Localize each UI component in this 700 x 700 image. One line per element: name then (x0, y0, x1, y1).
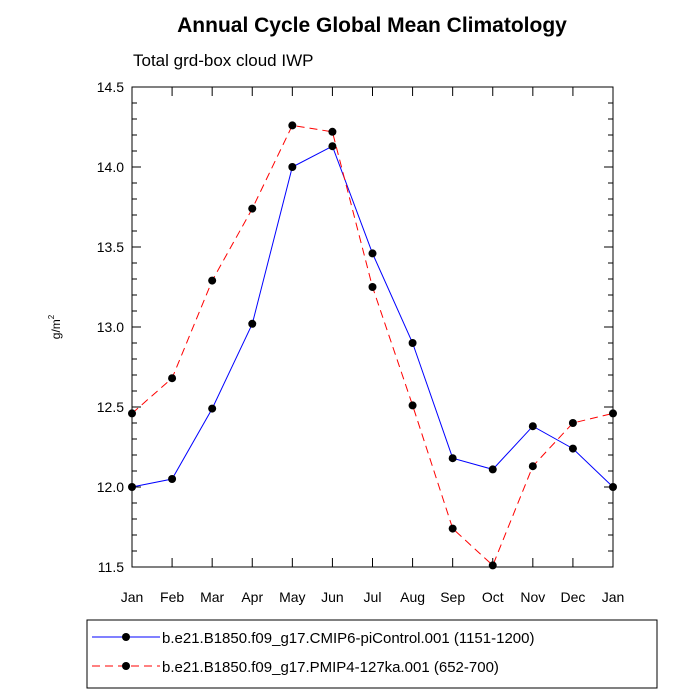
series-2-point (488, 561, 497, 570)
y-tick-label: 13.5 (97, 239, 124, 255)
chart-title: Annual Cycle Global Mean Climatology (177, 14, 567, 37)
y-axis-label: g/m2 (47, 314, 63, 339)
series-1-point (488, 465, 497, 474)
x-tick-label: Jan (121, 589, 144, 605)
series-line-2 (131, 124, 614, 567)
series-1-point (328, 142, 337, 151)
svg-text:g/m2: g/m2 (47, 314, 63, 339)
x-tick-label: Nov (520, 589, 545, 605)
series-2-point (528, 462, 537, 471)
x-tick-label: Apr (241, 589, 263, 605)
x-tick-label: Sep (440, 589, 465, 605)
y-tick-label: 12.5 (97, 399, 124, 415)
y-tick-label: 13.0 (97, 319, 124, 335)
y-axis-label-exponent: 2 (47, 314, 56, 319)
x-tick-label: Aug (400, 589, 425, 605)
legend: b.e21.B1850.f09_g17.CMIP6-piControl.001 … (86, 619, 658, 689)
series-2-point (128, 409, 136, 418)
series-2-point (288, 121, 297, 130)
series-1-point (128, 483, 136, 491)
series-1-point (528, 422, 537, 431)
x-tick-label: Jun (321, 589, 344, 605)
series-2-point (568, 419, 577, 427)
x-tick-label: Oct (482, 589, 504, 605)
chart-subtitle: Total grd-box cloud IWP (133, 51, 313, 70)
y-axis-label-unit: g/m (49, 319, 63, 339)
series-2-point (609, 409, 617, 418)
series-2-point (168, 374, 177, 383)
series-1-point (248, 319, 257, 328)
plot-frame (131, 86, 614, 568)
series-1-point (568, 444, 577, 453)
legend-marker-1 (122, 633, 130, 641)
axes: Jan Feb Mar Apr May Jun Jul Aug Sep Oct Nov Dec Jan 1… (97, 79, 625, 605)
series-1-point (368, 249, 377, 258)
series-2-point (208, 276, 217, 285)
x-tick-label: Jan (602, 589, 625, 605)
legend-label-1: b.e21.B1850.f09_g17.CMIP6-piControl.001 … (162, 630, 534, 647)
legend-marker-2 (122, 662, 130, 670)
series-2-point (368, 283, 377, 291)
series-1-point (168, 475, 177, 483)
x-tick-label: Dec (560, 589, 585, 605)
y-tick-label: 12.0 (97, 479, 124, 495)
x-tick-label: Feb (160, 589, 184, 605)
series-1-point (408, 339, 417, 347)
series-layer (128, 121, 617, 570)
legend-box (86, 619, 658, 689)
series-line-1 (131, 145, 614, 488)
x-tick-label: Mar (200, 589, 224, 605)
y-tick-label: 14.0 (97, 159, 124, 175)
series-2-point (248, 204, 257, 213)
series-2-point (328, 127, 337, 136)
y-tick-label: 14.5 (97, 79, 124, 95)
y-tick-label: 11.5 (98, 559, 124, 575)
x-tick-label: May (279, 589, 305, 605)
series-1-point (208, 404, 217, 413)
series-1-point (448, 454, 457, 463)
legend-label-2: b.e21.B1850.f09_g17.PMIP4-127ka.001 (652… (162, 659, 499, 676)
series-2-point (408, 401, 417, 410)
x-tick-label: Jul (364, 589, 382, 605)
series-2-point (448, 524, 457, 533)
series-1-point (288, 163, 297, 171)
series-1-point (609, 483, 617, 491)
